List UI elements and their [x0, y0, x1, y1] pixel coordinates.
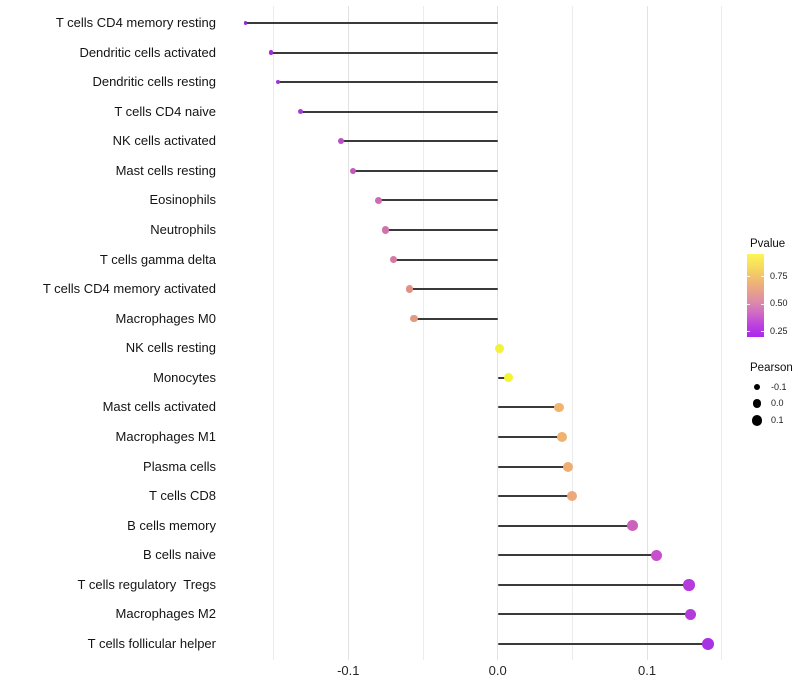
lollipop-dot: [243, 21, 247, 25]
lollipop-dot: [297, 109, 304, 115]
y-axis-label: B cells naive: [143, 547, 216, 563]
lollipop-stem: [497, 613, 691, 616]
size-legend-label: 0.0: [771, 398, 784, 409]
colorbar-tick-mark: [761, 331, 764, 333]
y-axis-label: T cells regulatory Tregs: [77, 576, 216, 592]
lollipop-stem: [300, 110, 498, 113]
y-axis-label: T cells CD4 naive: [114, 103, 216, 119]
colorbar-tick-mark: [747, 303, 750, 305]
lollipop-dot: [494, 343, 504, 353]
y-axis-label: Dendritic cells resting: [92, 74, 216, 90]
lollipop-stem: [497, 495, 573, 498]
lollipop-stem: [378, 199, 498, 202]
colorbar-tick-mark: [761, 303, 764, 305]
lollipop-stem: [414, 317, 498, 320]
lollipop-dot: [554, 402, 564, 413]
gridline-minor: [273, 6, 275, 660]
lollipop-stem: [385, 228, 498, 231]
lollipop-dot: [702, 638, 715, 650]
y-axis-label: T cells follicular helper: [87, 635, 216, 651]
x-axis-tick-label: 0.0: [488, 663, 507, 678]
lollipop-dot: [503, 373, 513, 383]
y-axis-label: Macrophages M2: [115, 606, 216, 622]
y-axis-label: T cells gamma delta: [99, 251, 216, 267]
gridline-major: [646, 6, 648, 660]
lollipop-dot: [337, 138, 344, 145]
y-axis-label: Monocytes: [153, 369, 216, 385]
lollipop-stem: [393, 258, 498, 261]
colorbar-tick-label: 0.75: [770, 270, 788, 281]
lollipop-stem: [497, 406, 559, 409]
y-axis-label: Macrophages M0: [115, 310, 216, 326]
lollipop-stem: [497, 642, 709, 645]
colorbar-tick-mark: [761, 276, 764, 278]
lollipop-dot: [557, 432, 567, 442]
gridline-major: [347, 6, 349, 660]
y-axis-label: NK cells activated: [112, 133, 216, 149]
lollipop-dot: [389, 255, 397, 264]
gridline-minor: [721, 6, 723, 660]
lollipop-stem: [497, 465, 568, 468]
lollipop-dot: [405, 285, 414, 293]
lollipop-stem: [497, 435, 562, 438]
size-legend-dot: [752, 399, 762, 409]
colorbar-tick-mark: [747, 276, 750, 278]
lollipop-dot: [275, 79, 281, 85]
colorbar-tick-mark: [747, 331, 750, 333]
plot-panel: [222, 6, 732, 660]
lollipop-dot: [382, 226, 390, 234]
pvalue-colorbar: [747, 254, 764, 337]
y-axis-label: Mast cells resting: [115, 162, 216, 178]
y-axis-label: Dendritic cells activated: [79, 44, 216, 60]
lollipop-stem: [270, 51, 498, 54]
gridline-minor: [422, 6, 424, 660]
y-axis-label: Neutrophils: [150, 221, 216, 237]
lollipop-stem: [497, 583, 689, 586]
y-axis-label: Eosinophils: [149, 192, 217, 208]
size-legend-label: 0.1: [771, 415, 784, 426]
lollipop-dot: [268, 50, 273, 55]
y-axis-label: T cells CD4 memory resting: [55, 15, 216, 30]
size-legend-dot: [751, 415, 763, 426]
lollipop-dot: [410, 314, 418, 323]
y-axis-label: Macrophages M1: [115, 428, 216, 444]
lollipop-dot: [567, 491, 578, 502]
lollipop-stem: [497, 554, 657, 557]
colorbar-tick-label: 0.25: [770, 325, 788, 336]
colorbar-tick-label: 0.50: [770, 298, 788, 309]
size-legend-label: -0.1: [771, 381, 787, 392]
lollipop-stem: [409, 288, 498, 291]
lollipop-dot: [626, 520, 638, 532]
lollipop-dot: [650, 549, 662, 561]
lollipop-stem: [278, 81, 498, 84]
lollipop-dot: [683, 579, 695, 591]
lollipop-dot: [349, 167, 356, 174]
lollipop-stem: [340, 140, 498, 143]
y-axis-label: NK cells resting: [125, 340, 216, 356]
lollipop-dot: [374, 196, 382, 204]
y-axis-label: Mast cells activated: [102, 399, 216, 415]
lollipop-stem: [497, 524, 633, 527]
y-axis-label: B cells memory: [127, 517, 216, 533]
y-axis-label: T cells CD8: [149, 488, 216, 504]
gridline-major: [497, 6, 499, 660]
gridline-minor: [571, 6, 573, 660]
lollipop-stem: [352, 169, 498, 172]
x-axis-tick-label: -0.1: [337, 663, 360, 678]
pvalue-legend-title: Pvalue: [750, 238, 786, 250]
y-axis-label: Plasma cells: [143, 458, 216, 474]
lollipop-dot: [684, 608, 697, 621]
pearson-legend-title: Pearson: [750, 362, 793, 374]
size-legend-dot: [753, 383, 761, 391]
lollipop-stem: [497, 376, 509, 379]
lollipop-dot: [562, 461, 573, 472]
lollipop-stem: [245, 22, 498, 24]
x-axis-tick-label: 0.1: [638, 663, 657, 678]
y-axis-label: T cells CD4 memory activated: [42, 281, 216, 297]
